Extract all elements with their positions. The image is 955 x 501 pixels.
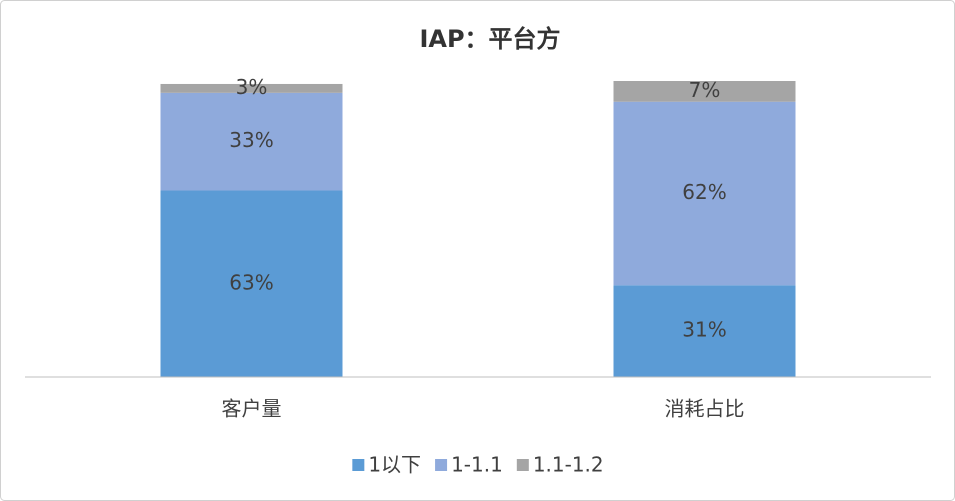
data-label: 3% xyxy=(236,75,268,99)
chart-title: IAP：平台方 xyxy=(419,25,560,53)
bar-segment xyxy=(613,285,796,377)
data-label: 33% xyxy=(229,128,273,152)
data-label: 7% xyxy=(689,78,721,102)
legend-label: 1-1.1 xyxy=(451,453,503,477)
bar-segment xyxy=(613,81,796,102)
data-label: 62% xyxy=(682,180,726,204)
legend-label: 1.1-1.2 xyxy=(533,453,604,477)
bar-segment xyxy=(613,101,796,286)
data-label: 31% xyxy=(682,318,726,342)
legend-swatch xyxy=(435,459,448,471)
bar-segment xyxy=(160,92,343,191)
x-tick-label: 客户量 xyxy=(222,397,282,421)
bar-segment xyxy=(160,190,343,377)
legend-label: 1以下 xyxy=(368,453,421,477)
data-label: 63% xyxy=(229,270,273,294)
legend-swatch xyxy=(516,459,529,471)
bar-segment xyxy=(160,83,343,93)
legend-swatch xyxy=(352,459,365,471)
x-tick-label: 消耗占比 xyxy=(665,397,745,421)
